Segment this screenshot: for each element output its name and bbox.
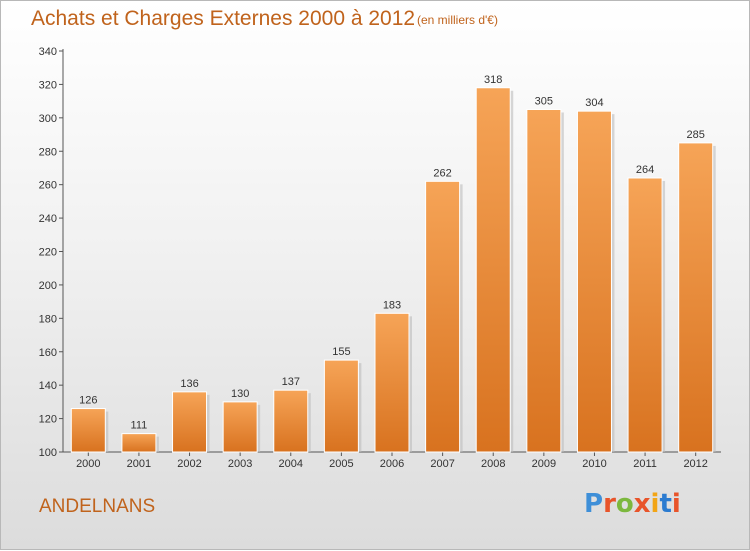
bar-2003[interactable] xyxy=(222,401,258,453)
x-tick-label: 2000 xyxy=(76,458,100,470)
y-tick-label: 180 xyxy=(39,313,57,325)
bar-2011[interactable] xyxy=(627,177,663,453)
x-tick-label: 2002 xyxy=(177,458,201,470)
chart-unit: (en milliers d'€) xyxy=(417,13,498,27)
x-tick-label: 2010 xyxy=(582,458,606,470)
logo-letter: i xyxy=(671,489,681,519)
x-tick-label: 2008 xyxy=(481,458,505,470)
logo-letter: P xyxy=(584,489,604,519)
bar-value-label: 318 xyxy=(484,74,502,86)
bar-value-label: 137 xyxy=(282,376,300,388)
bar-value-label: 126 xyxy=(79,395,97,407)
bar-value-label: 264 xyxy=(636,164,654,176)
logo-letter: o xyxy=(615,489,634,519)
proxiti-logo[interactable]: Proxiti xyxy=(584,489,681,519)
x-tick-label: 2012 xyxy=(683,458,707,470)
y-tick-label: 340 xyxy=(39,46,57,58)
chart-bars xyxy=(70,87,716,453)
y-tick-label: 200 xyxy=(39,280,57,292)
bar-2009[interactable] xyxy=(526,108,562,453)
bar-2004[interactable] xyxy=(273,389,309,453)
bar-value-label: 285 xyxy=(687,129,705,141)
x-tick-label: 2007 xyxy=(430,458,454,470)
bar-2007[interactable] xyxy=(425,180,461,453)
y-tick-label: 160 xyxy=(39,347,57,359)
y-tick-label: 280 xyxy=(39,146,57,158)
chart-title: Achats et Charges Externes 2000 à 2012 xyxy=(31,7,416,30)
bar-value-label: 130 xyxy=(231,388,249,400)
bar-2001[interactable] xyxy=(121,433,157,453)
y-tick-label: 140 xyxy=(39,380,57,392)
bar-2000[interactable] xyxy=(70,408,106,453)
x-tick-label: 2005 xyxy=(329,458,353,470)
bar-value-label: 262 xyxy=(433,167,451,179)
bar-value-label: 155 xyxy=(332,346,350,358)
y-tick-label: 300 xyxy=(39,113,57,125)
y-tick-label: 100 xyxy=(39,447,57,459)
x-tick-label: 2003 xyxy=(228,458,252,470)
x-tick-label: 2009 xyxy=(532,458,556,470)
logo-letter: r xyxy=(603,489,616,519)
y-tick-label: 240 xyxy=(39,213,57,225)
x-tick-label: 2011 xyxy=(633,458,657,470)
logo-letter: i xyxy=(650,489,660,519)
bar-value-label: 183 xyxy=(383,299,401,311)
bar-2008[interactable] xyxy=(475,87,511,453)
logo-letter: x xyxy=(633,489,651,519)
chart-data-labels: 126 111 136 130 137 155 183 262 318 305 304 264 285 xyxy=(79,74,705,432)
bar-value-label: 305 xyxy=(535,95,553,107)
town-name: ANDELNANS xyxy=(39,496,156,517)
x-tick-label: 2006 xyxy=(380,458,404,470)
bar-2012[interactable] xyxy=(678,142,714,453)
bar-2006[interactable] xyxy=(374,312,410,453)
bar-2002[interactable] xyxy=(172,391,208,453)
x-tick-label: 2004 xyxy=(279,458,303,470)
y-tick-label: 320 xyxy=(39,79,57,91)
bar-2010[interactable] xyxy=(576,110,612,453)
bar-value-label: 304 xyxy=(585,97,603,109)
bar-2005[interactable] xyxy=(323,359,359,453)
bar-value-label: 136 xyxy=(180,378,198,390)
y-tick-label: 120 xyxy=(39,414,57,426)
bar-value-label: 111 xyxy=(131,420,148,432)
y-tick-label: 260 xyxy=(39,180,57,192)
x-tick-label: 2001 xyxy=(127,458,151,470)
y-tick-label: 220 xyxy=(39,247,57,259)
logo-letter: t xyxy=(659,489,672,519)
